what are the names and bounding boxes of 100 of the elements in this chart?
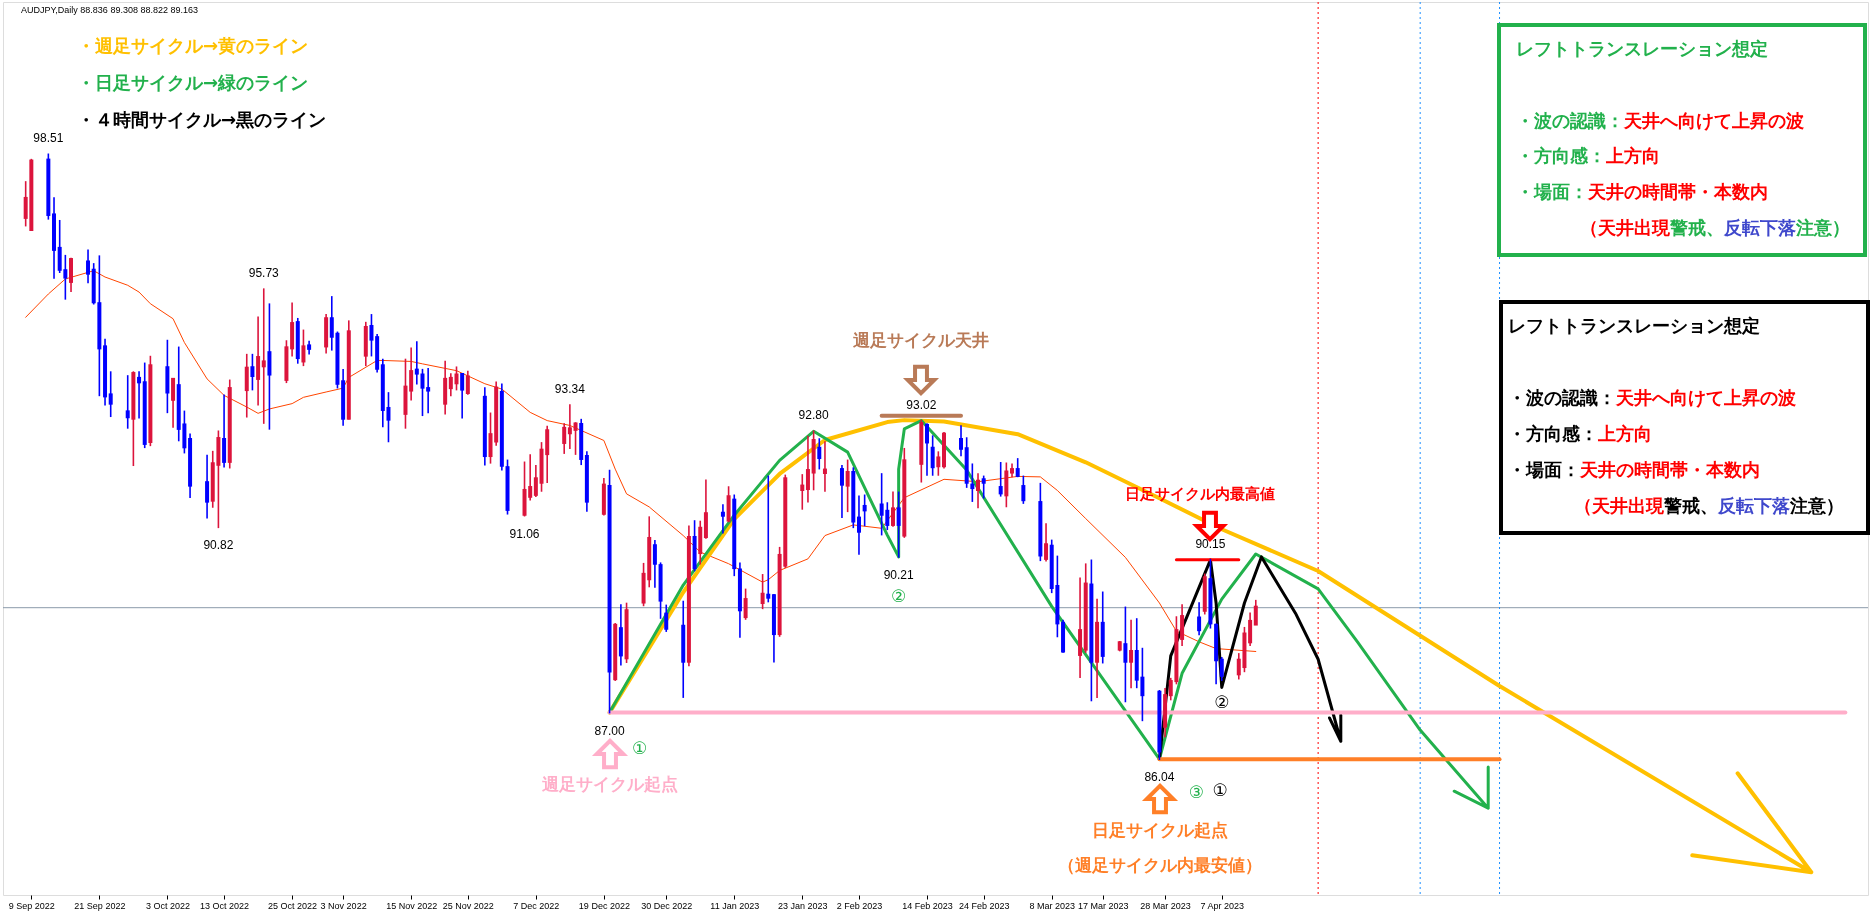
candlestick — [227, 379, 232, 469]
candlestick — [607, 469, 612, 714]
candlestick — [482, 387, 487, 466]
candlestick — [188, 433, 193, 499]
candlestick — [998, 462, 1003, 497]
candlestick — [125, 375, 130, 429]
candlestick — [295, 317, 300, 364]
candlestick — [465, 370, 470, 395]
candlestick — [686, 525, 691, 667]
annotation: 90.15 — [1195, 536, 1226, 551]
candlestick — [925, 423, 929, 476]
annotation: ・方向感： — [1516, 145, 1606, 166]
annotation: ② — [1214, 692, 1230, 713]
candlestick — [131, 371, 136, 467]
annotation: 87.00 — [594, 723, 625, 738]
annotation: 反転下落 — [1723, 217, 1796, 238]
candlestick — [1100, 591, 1105, 664]
candlestick — [505, 459, 510, 515]
annotation: ① — [631, 737, 648, 758]
candlestick — [261, 288, 266, 424]
x-tick-label: 23 Jan 2023 — [778, 900, 828, 911]
candlestick — [403, 358, 408, 429]
x-tick-label: 25 Oct 2022 — [268, 900, 318, 911]
candlestick — [800, 474, 805, 510]
candlestick — [1061, 619, 1066, 653]
candlestick — [1214, 623, 1219, 685]
candlestick — [567, 404, 572, 450]
candlestick — [664, 604, 669, 632]
x-tick-label: 8 Mar 2023 — [1029, 900, 1075, 911]
annotation: （週足サイクル内最安値） — [1058, 855, 1262, 875]
candlestick — [346, 320, 351, 420]
candlestick — [171, 377, 176, 428]
annotation: 警戒、 — [1663, 495, 1718, 516]
candlestick — [624, 602, 629, 663]
candlestick — [817, 438, 822, 470]
candlestick — [930, 435, 935, 476]
annotation: ③ — [1188, 782, 1205, 803]
candlestick — [601, 478, 606, 516]
x-tick-label: 7 Apr 2023 — [1200, 900, 1245, 911]
annotation: ・場面： — [1516, 181, 1588, 202]
candlestick — [964, 437, 969, 488]
annotation: 週足サイクル起点 — [541, 774, 678, 794]
candlestick — [86, 249, 91, 284]
candlestick — [460, 373, 465, 419]
candlestick — [1123, 606, 1128, 703]
x-tick-label: 28 Mar 2023 — [1140, 900, 1191, 911]
candlestick — [732, 494, 737, 577]
candlestick — [766, 475, 771, 603]
candlestick — [845, 459, 850, 513]
candlestick — [720, 504, 725, 534]
candlestick — [165, 339, 170, 414]
x-tick-label: 3 Oct 2022 — [145, 900, 190, 911]
candlestick — [1202, 573, 1207, 615]
annotation: 反転下落 — [1717, 495, 1790, 516]
candlestick — [244, 353, 249, 418]
annotation: ① — [1212, 780, 1228, 800]
candlestick — [137, 371, 142, 419]
candlestick — [1180, 604, 1185, 646]
candlestick — [743, 588, 748, 620]
x-tick-label: 9 Sep 2022 — [8, 900, 55, 911]
candlestick — [1197, 602, 1202, 636]
candlestick — [250, 353, 255, 391]
x-tick-label: 14 Feb 2023 — [902, 900, 953, 911]
annotation: ・場面： — [1508, 459, 1580, 480]
candlestick — [103, 338, 108, 406]
text: ・週足サイクル→黄のライン — [77, 35, 309, 56]
x-tick-label: 13 Oct 2022 — [200, 900, 250, 911]
candlestick — [443, 360, 448, 415]
annotation: 90.21 — [883, 567, 914, 582]
candlestick — [771, 593, 776, 663]
annotation: （天井出現 — [1574, 495, 1665, 516]
annotation: ・波の認識： — [1516, 110, 1624, 131]
candlestick — [981, 475, 986, 499]
candlestick — [1089, 559, 1094, 702]
x-tick-label: 19 Dec 2022 — [578, 900, 630, 911]
annotation: 日足サイクル起点 — [1092, 820, 1228, 840]
candlestick — [919, 419, 924, 483]
candlestick — [1095, 598, 1100, 698]
chart-title: AUDJPY,Daily 88.836 89.308 88.822 89.163 — [21, 5, 198, 15]
candlestick — [737, 562, 742, 638]
annotation: 上方向 — [1597, 423, 1652, 444]
candlestick — [1004, 462, 1009, 508]
annotation: 上方向 — [1605, 145, 1660, 166]
candlestick — [822, 441, 827, 492]
annotation: 注意） — [1795, 217, 1850, 238]
candlestick — [1157, 689, 1162, 760]
candlestick — [936, 451, 941, 476]
annotation: 注意） — [1789, 495, 1844, 516]
candlestick — [108, 371, 113, 418]
candlestick — [618, 604, 623, 666]
x-tick-label: 24 Feb 2023 — [958, 900, 1010, 911]
candlestick — [976, 473, 981, 509]
candlestick — [222, 394, 227, 468]
x-tick-label: 7 Dec 2022 — [513, 900, 560, 911]
candlestick — [324, 314, 329, 354]
candlestick — [573, 422, 578, 455]
candlestick — [1248, 612, 1253, 646]
text: ・４時間サイクル→黒のライン — [77, 109, 327, 130]
candlestick — [499, 383, 504, 471]
x-tick-label: 3 Nov 2022 — [320, 900, 367, 911]
